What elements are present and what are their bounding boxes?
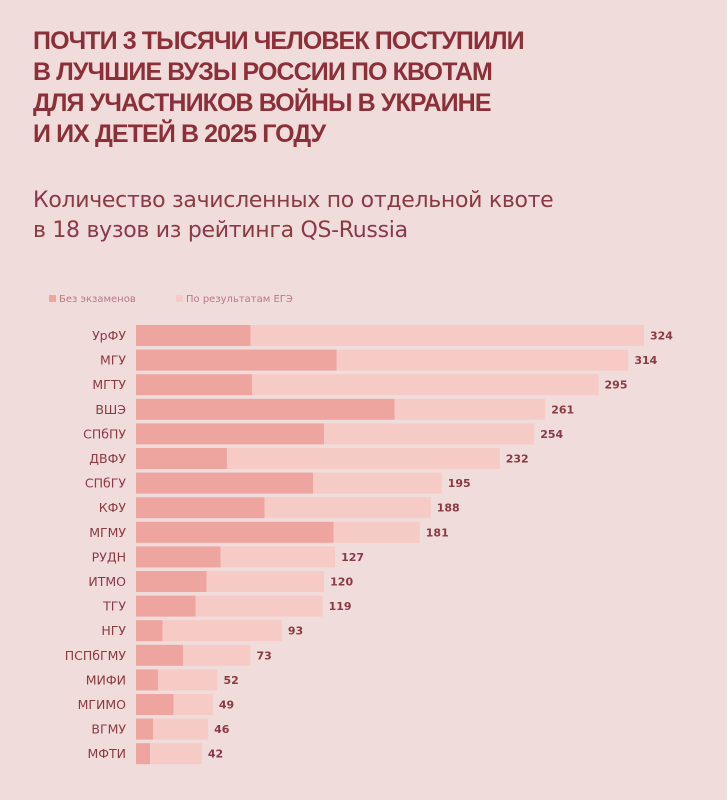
category-label: СПбПУ xyxy=(83,426,126,441)
bar-ege xyxy=(206,571,325,592)
bar-no-exam xyxy=(136,694,174,715)
bar-no-exam xyxy=(136,374,253,396)
legend-ege-swatch xyxy=(176,295,183,302)
value-label: 42 xyxy=(208,748,223,761)
category-label: МГИМО xyxy=(78,697,127,712)
bar-ege xyxy=(394,398,546,420)
bar-no-exam xyxy=(136,620,163,642)
legend-no-exam-swatch xyxy=(49,295,56,302)
title-line: И ИХ ДЕТЕЙ В 2025 ГОДУ xyxy=(33,120,326,148)
bar-no-exam xyxy=(136,521,334,543)
category-label: ВГМУ xyxy=(91,722,126,737)
bar-no-exam xyxy=(136,546,221,568)
category-label: СПбГУ xyxy=(85,476,126,491)
value-label: 261 xyxy=(551,403,574,416)
category-label: УрФУ xyxy=(92,328,126,343)
category-label: ТГУ xyxy=(102,599,126,614)
category-label: МГТУ xyxy=(92,377,126,392)
bar-no-exam xyxy=(136,743,151,765)
bar-ege xyxy=(226,448,500,469)
bar-ege xyxy=(252,374,599,396)
category-label: МГМУ xyxy=(89,525,126,540)
category-label: МГУ xyxy=(100,353,126,368)
value-label: 232 xyxy=(506,453,529,466)
bar-chart: Без экзаменов По результатам ЕГЭ УрФУ 324 МГ… xyxy=(49,294,673,765)
category-label: ИТМО xyxy=(88,574,126,589)
bar-ege xyxy=(150,743,202,765)
value-label: 120 xyxy=(330,576,353,589)
bar-ege xyxy=(313,472,442,494)
subtitle-line: в 18 вузов из рейтинга QS-Russia xyxy=(33,218,408,243)
bar-ege xyxy=(324,423,535,445)
category-label: РУДН xyxy=(92,549,126,564)
category-label: МФТИ xyxy=(87,746,126,761)
value-label: 127 xyxy=(341,551,364,564)
category-label: ВШЭ xyxy=(95,402,126,417)
value-label: 52 xyxy=(224,674,239,687)
title-line: ПОЧТИ 3 ТЫСЯЧИ ЧЕЛОВЕК ПОСТУПИЛИ xyxy=(33,27,525,55)
value-label: 46 xyxy=(214,723,230,736)
bar-no-exam xyxy=(136,669,158,691)
value-label: 119 xyxy=(329,600,352,613)
bar-no-exam xyxy=(136,595,196,617)
bar-no-exam xyxy=(136,423,325,445)
value-label: 314 xyxy=(634,354,657,367)
value-label: 73 xyxy=(256,649,271,662)
bar-no-exam xyxy=(136,325,251,346)
bar-no-exam xyxy=(136,571,207,592)
value-label: 254 xyxy=(540,428,563,441)
legend-ege-label: По результатам ЕГЭ xyxy=(186,294,293,305)
bar-no-exam xyxy=(136,349,337,371)
bar-no-exam xyxy=(136,472,314,494)
value-label: 295 xyxy=(605,379,628,392)
category-label: НГУ xyxy=(101,623,126,638)
bar-ege xyxy=(183,644,251,666)
category-label: ПСПбГМУ xyxy=(65,648,127,663)
title-line: В ЛУЧШИЕ ВУЗЫ РОССИИ ПО КВОТАМ xyxy=(33,58,493,86)
bar-ege xyxy=(157,669,218,691)
value-label: 195 xyxy=(448,477,471,490)
bar-ege xyxy=(336,349,629,371)
chart-title: ПОЧТИ 3 ТЫСЯЧИ ЧЕЛОВЕК ПОСТУПИЛИ В ЛУЧШИ… xyxy=(33,26,703,150)
subtitle-line: Количество зачисленных по отдельной квот… xyxy=(33,188,554,213)
bar-ege xyxy=(162,620,282,642)
value-label: 181 xyxy=(426,526,449,539)
category-label: МИФИ xyxy=(86,672,126,687)
bar-ege xyxy=(220,546,336,568)
bar-no-exam xyxy=(136,398,395,420)
value-label: 188 xyxy=(437,502,460,515)
bar-no-exam xyxy=(136,448,227,469)
bar-ege xyxy=(333,521,420,543)
bar-ege xyxy=(173,694,213,715)
bar-no-exam xyxy=(136,718,154,740)
bar-no-exam xyxy=(136,497,265,519)
bar-ege xyxy=(153,718,209,740)
title-line: ДЛЯ УЧАСТНИКОВ ВОЙНЫ В УКРАИНЕ xyxy=(33,89,492,117)
legend-no-exam-label: Без экзаменов xyxy=(59,294,136,305)
value-label: 49 xyxy=(219,699,234,712)
bar-ege xyxy=(264,497,431,519)
value-label: 93 xyxy=(288,625,303,638)
chart-subtitle: Количество зачисленных по отдельной квот… xyxy=(33,186,703,246)
bar-ege xyxy=(250,325,644,346)
category-label: КФУ xyxy=(99,500,127,515)
category-label: ДВФУ xyxy=(89,451,126,466)
bar-no-exam xyxy=(136,644,184,666)
bar-ege xyxy=(195,595,323,617)
value-label: 324 xyxy=(650,330,673,343)
